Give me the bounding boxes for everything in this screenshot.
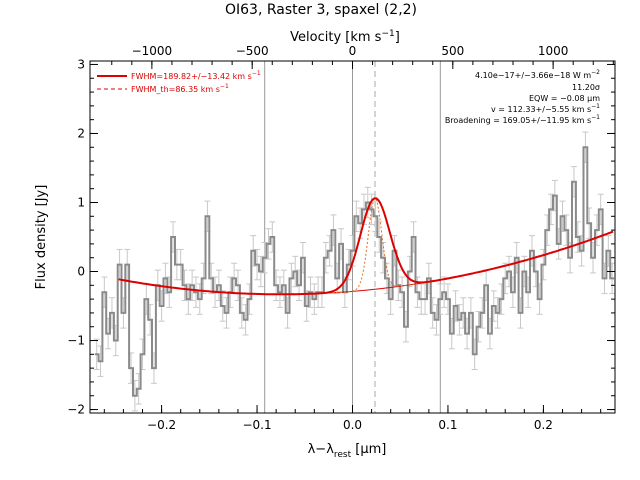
x-tick-label: 0.2 — [534, 418, 553, 432]
fit-annotations: 4.10e−17+/−3.66e−18 W m−2 11.20σ EQW = −… — [445, 69, 600, 125]
svg-text:Velocity [km s−1]: Velocity [km s−1] — [290, 29, 400, 45]
v-tick-label: 0 — [349, 44, 357, 58]
legend: FWHM=189.82+/−13.42 km s−1 FWHM_th=86.35… — [97, 70, 261, 94]
x-tick-label: −0.1 — [242, 418, 271, 432]
legend-fwhm-label: FWHM=189.82+/−13.42 km s−1 — [131, 70, 261, 81]
x-tick-label: 0.1 — [438, 418, 457, 432]
x-axis-label: λ−λrest [μm] — [308, 442, 387, 460]
y-axis-label: Flux density [Jy] — [34, 185, 49, 290]
legend-fwhm-th-label: FWHM_th=86.35 km s−1 — [131, 83, 229, 94]
y-tick-label: 0 — [77, 265, 85, 279]
v-tick-label: 1000 — [538, 44, 569, 58]
plot-area — [93, 61, 616, 413]
annotation-flux: 4.10e−17+/−3.66e−18 W m−2 — [475, 69, 600, 80]
y-tick-label: 3 — [77, 57, 85, 71]
annotation-eqw: EQW = −0.08 μm — [529, 94, 600, 103]
y-tick-label: 2 — [77, 126, 85, 140]
x-tick-label: 0.0 — [343, 418, 362, 432]
flux-step-series — [94, 146, 614, 397]
svg-text:λ−λrest [μm]: λ−λrest [μm] — [308, 442, 387, 460]
annotation-sigma: 11.20σ — [572, 83, 600, 92]
annotation-broadening: Broadening = 169.05+/−11.95 km s−1 — [445, 114, 600, 125]
x-tick-label: −0.2 — [147, 418, 176, 432]
top-axis-label: Velocity [km s−1] — [290, 29, 400, 45]
v-tick-label: 500 — [441, 44, 464, 58]
v-tick-label: −1000 — [132, 44, 173, 58]
y-tick-label: 1 — [77, 195, 85, 209]
annotation-velocity: v = 112.33+/−5.55 km s−1 — [491, 103, 600, 114]
gaussian-fit-line — [118, 197, 614, 296]
y-tick-label: −1 — [67, 334, 85, 348]
y-tick-label: −2 — [67, 403, 85, 417]
v-tick-label: −500 — [236, 44, 269, 58]
chart-title: OI63, Raster 3, spaxel (2,2) — [225, 2, 417, 18]
